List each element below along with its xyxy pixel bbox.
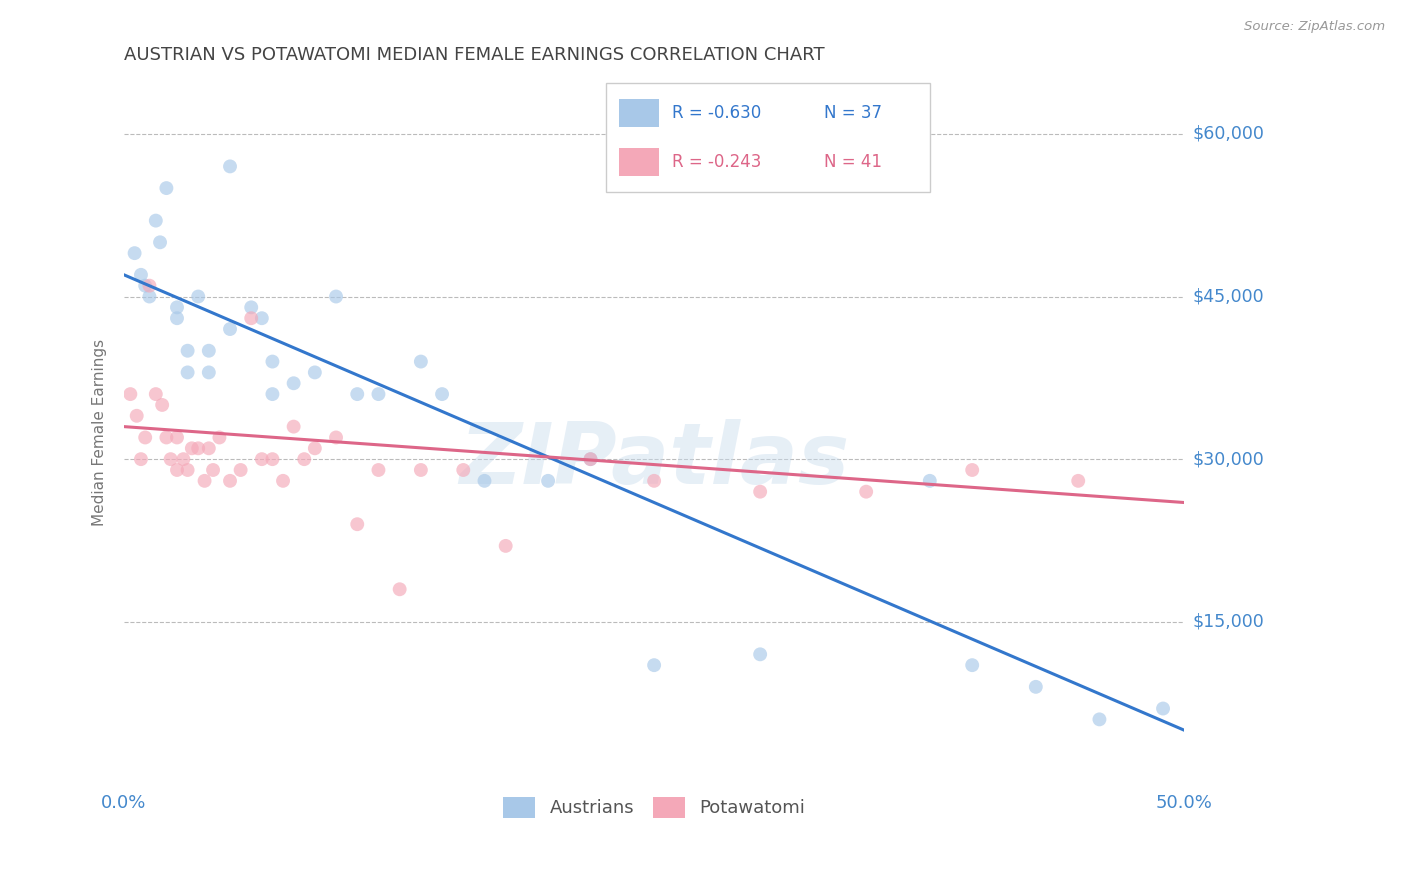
Point <box>187 289 209 303</box>
Text: Source: ZipAtlas.com: Source: ZipAtlas.com <box>1244 20 1385 33</box>
Point <box>219 474 242 488</box>
Point <box>474 474 496 488</box>
Point <box>166 430 188 444</box>
Point <box>134 430 156 444</box>
Text: ZIPatlas: ZIPatlas <box>458 418 849 501</box>
Point <box>643 658 665 673</box>
Point <box>219 322 242 336</box>
FancyBboxPatch shape <box>606 83 929 193</box>
Point <box>855 484 877 499</box>
Text: $15,000: $15,000 <box>1192 613 1264 631</box>
Point <box>198 366 221 380</box>
Legend: Austrians, Potawatomi: Austrians, Potawatomi <box>496 789 813 825</box>
Text: $45,000: $45,000 <box>1192 287 1264 306</box>
Point <box>202 463 225 477</box>
Point <box>159 452 181 467</box>
Point <box>250 452 273 467</box>
Point <box>325 430 347 444</box>
Text: R = -0.630: R = -0.630 <box>672 103 762 122</box>
FancyBboxPatch shape <box>619 148 659 177</box>
Point <box>219 160 242 174</box>
Text: N = 41: N = 41 <box>824 153 882 171</box>
Point <box>579 452 602 467</box>
Point <box>240 301 263 315</box>
Point <box>409 463 432 477</box>
Point <box>749 648 772 662</box>
Point <box>172 452 194 467</box>
Point <box>240 311 263 326</box>
Y-axis label: Median Female Earnings: Median Female Earnings <box>93 338 107 525</box>
Point <box>129 268 152 282</box>
Point <box>283 376 305 391</box>
Point <box>918 474 941 488</box>
FancyBboxPatch shape <box>619 99 659 127</box>
Point <box>453 463 475 477</box>
Point <box>495 539 517 553</box>
Point <box>749 484 772 499</box>
Point <box>960 658 983 673</box>
Point <box>145 387 167 401</box>
Point <box>409 354 432 368</box>
Point <box>367 387 389 401</box>
Point <box>198 343 221 358</box>
Point <box>198 442 221 456</box>
Point <box>124 246 146 260</box>
Point <box>262 452 284 467</box>
Point <box>129 452 152 467</box>
Point <box>134 278 156 293</box>
Point <box>346 517 368 532</box>
Point <box>180 442 202 456</box>
Point <box>208 430 231 444</box>
Point <box>1025 680 1047 694</box>
Point <box>149 235 172 250</box>
Point <box>194 474 217 488</box>
Point <box>262 387 284 401</box>
Point <box>292 452 315 467</box>
Point <box>187 442 209 456</box>
Point <box>155 430 177 444</box>
Point <box>271 474 294 488</box>
Point <box>155 181 177 195</box>
Point <box>166 311 188 326</box>
Point <box>176 343 198 358</box>
Point <box>346 387 368 401</box>
Point <box>388 582 411 597</box>
Point <box>229 463 252 477</box>
Point <box>283 419 305 434</box>
Point <box>150 398 173 412</box>
Point <box>430 387 453 401</box>
Point <box>138 278 160 293</box>
Point <box>367 463 389 477</box>
Point <box>1152 701 1174 715</box>
Point <box>643 474 665 488</box>
Text: $60,000: $60,000 <box>1192 125 1264 143</box>
Point <box>145 213 167 227</box>
Text: AUSTRIAN VS POTAWATOMI MEDIAN FEMALE EARNINGS CORRELATION CHART: AUSTRIAN VS POTAWATOMI MEDIAN FEMALE EAR… <box>124 46 825 64</box>
Text: $30,000: $30,000 <box>1192 450 1264 468</box>
Point <box>176 463 198 477</box>
Point <box>120 387 142 401</box>
Point <box>304 366 326 380</box>
Point <box>304 442 326 456</box>
Text: N = 37: N = 37 <box>824 103 882 122</box>
Point <box>125 409 148 423</box>
Point <box>176 366 198 380</box>
Point <box>166 463 188 477</box>
Point <box>262 354 284 368</box>
Point <box>166 301 188 315</box>
Point <box>325 289 347 303</box>
Point <box>579 452 602 467</box>
Point <box>960 463 983 477</box>
Point <box>1088 712 1111 726</box>
Point <box>1067 474 1090 488</box>
Point <box>537 474 560 488</box>
Text: R = -0.243: R = -0.243 <box>672 153 762 171</box>
Point <box>250 311 273 326</box>
Point <box>138 289 160 303</box>
